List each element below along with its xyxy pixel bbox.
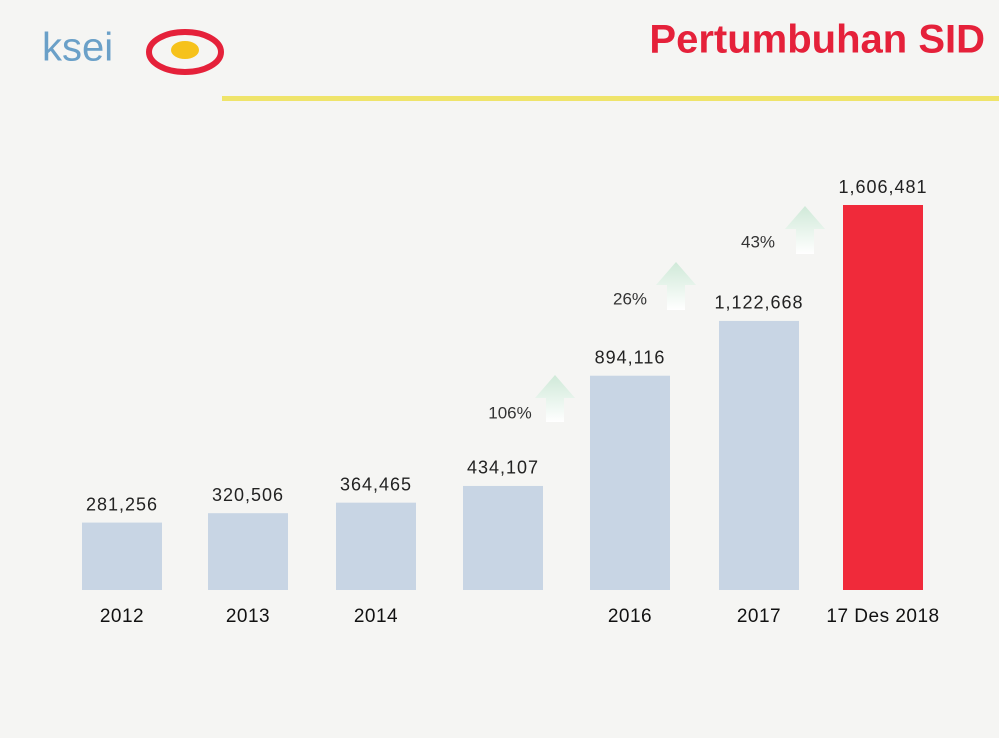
logo-text: ksei [42,26,113,70]
growth-arrows [535,206,825,422]
growth-label: 43% [741,232,775,251]
bar [208,513,288,590]
bar [843,205,923,590]
growth-label: 106% [488,403,531,422]
chart-title: Pertumbuhan SID [649,18,985,62]
growth-label: 26% [613,289,647,308]
bar [463,485,543,590]
value-label: 281,256 [86,494,158,514]
value-label: 894,116 [595,347,666,367]
bar [82,522,162,590]
x-tick-label: 2013 [226,606,270,627]
value-label: 434,107 [467,458,539,478]
x-tick-label: 2014 [354,606,398,627]
bar [336,502,416,590]
x-tick-label: 2012 [100,606,144,627]
x-tick-label: 2017 [737,606,781,627]
bar [590,375,670,590]
value-label: 364,465 [340,474,412,494]
x-tick-label: 2016 [608,606,652,627]
value-label: 1,122,668 [714,293,803,313]
x-tick-label: 17 Des 2018 [826,606,939,627]
bar [719,320,799,590]
value-label: 320,506 [212,485,284,505]
logo-mark [146,29,224,75]
title-underline [222,96,999,101]
value-label: 1,606,481 [838,177,927,197]
